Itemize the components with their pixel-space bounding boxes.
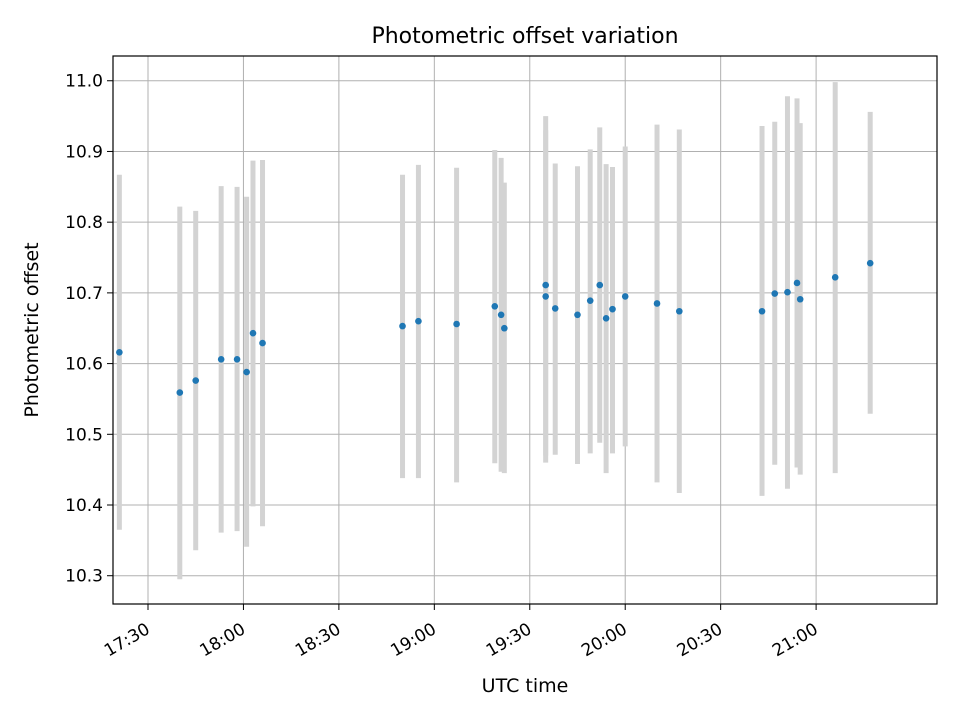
data-point [542,281,549,289]
y-tick-label: 10.3 [65,567,103,587]
y-tick-label: 10.5 [65,425,103,445]
data-point [233,356,241,363]
data-point [491,303,499,310]
y-tick-label: 10.9 [65,142,103,162]
data-point [771,290,779,297]
data-point [758,307,766,315]
data-point [586,297,594,304]
data-point [501,324,508,332]
plot-frame [112,55,938,605]
data-point [574,311,581,319]
data-point [866,259,874,267]
chart-title: Photometric offset variation [371,24,678,49]
y-tick-label: 10.7 [65,284,103,304]
data-point [793,279,801,287]
data-point [259,339,266,347]
data-point [796,295,804,303]
data-point [609,305,616,313]
data-point [249,329,257,337]
y-tick-label: 10.6 [65,355,103,375]
data-point [784,288,791,296]
data-point [192,377,200,384]
y-axis-label: Photometric offset [21,242,43,417]
data-point [596,281,604,289]
data-point [653,300,661,307]
data-point [399,322,406,330]
data-point [602,315,610,322]
data-point [217,356,225,363]
x-axis-label: UTC time [482,675,569,697]
data-point [415,317,422,325]
data-point [551,305,559,312]
data-point [497,311,505,319]
data-point [676,307,683,315]
data-points [116,259,874,396]
data-point [243,368,250,376]
data-point [542,293,549,300]
data-point [831,274,839,281]
data-point [453,320,460,328]
data-point [621,293,629,300]
data-point [116,348,123,356]
y-tick-label: 10.4 [65,496,103,516]
y-tick-label: 10.8 [65,213,103,233]
y-tick-label: 11.0 [65,72,103,92]
data-point [176,389,184,396]
